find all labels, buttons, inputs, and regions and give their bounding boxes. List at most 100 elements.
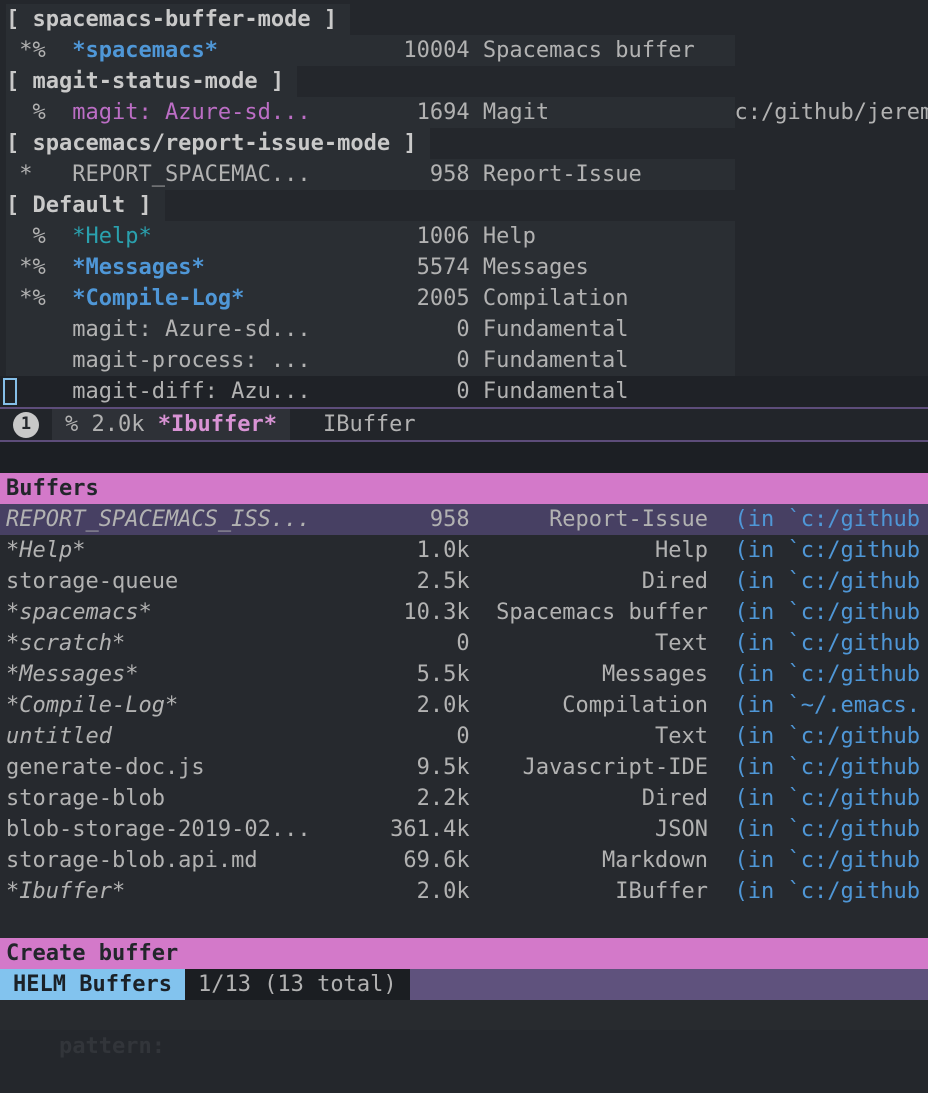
ibuffer-row[interactable]: *% *Messages* 5574 Messages bbox=[0, 252, 928, 283]
ibuffer-window: [ spacemacs-buffer-mode ] *% *spacemacs*… bbox=[0, 0, 928, 407]
ibuffer-group-header-line: [ spacemacs-buffer-mode ] bbox=[0, 4, 928, 35]
buffer-mode: Report-Issue bbox=[482, 162, 735, 187]
helm-buffer-directory: (in `~/.emacs. bbox=[708, 693, 920, 718]
helm-row[interactable]: storage-queue 2.5k Dired (in `c:/github bbox=[0, 566, 928, 597]
helm-buffer-mode: Report-Issue bbox=[469, 507, 709, 532]
buffer-flags: *% bbox=[6, 286, 73, 311]
buffer-flags: *% bbox=[6, 38, 73, 63]
helm-row[interactable]: storage-blob.api.md 69.6k Markdown (in `… bbox=[0, 845, 928, 876]
helm-buffer-name: *scratch* bbox=[6, 631, 311, 656]
helm-row[interactable]: *Help* 1.0k Help (in `c:/github bbox=[0, 535, 928, 566]
ibuffer-group-header-line: [ magit-status-mode ] bbox=[0, 66, 928, 97]
modeline-buffer-segment: % 2.0k *Ibuffer* bbox=[52, 409, 290, 440]
buffer-size: 1006 bbox=[310, 224, 483, 249]
helm-buffer-name: storage-queue bbox=[6, 569, 311, 594]
ibuffer-row[interactable]: magit: Azure-sd... 0 Fundamental bbox=[0, 314, 928, 345]
helm-buffer-directory: (in `c:/github bbox=[708, 786, 920, 811]
buffer-name: *spacemacs* bbox=[72, 38, 311, 63]
buffer-mode: Fundamental bbox=[482, 379, 735, 404]
helm-row[interactable]: generate-doc.js 9.5k Javascript-IDE (in … bbox=[0, 752, 928, 783]
ibuffer-row[interactable]: % *Help* 1006 Help bbox=[0, 221, 928, 252]
buffer-mode: Magit bbox=[482, 100, 735, 125]
ibuffer-row[interactable]: magit-diff: Azu... 0 Fundamental bbox=[0, 376, 928, 407]
ibuffer-row[interactable]: % magit: Azure-sd... 1694 Magit c:/githu… bbox=[0, 97, 928, 128]
ibuffer-row[interactable]: *% *Compile-Log* 2005 Compilation bbox=[0, 283, 928, 314]
buffer-size: 0 bbox=[310, 348, 483, 373]
helm-row[interactable]: *scratch* 0 Text (in `c:/github bbox=[0, 628, 928, 659]
helm-buffer-size: 2.2k bbox=[310, 786, 470, 811]
helm-modeline-counter: 1/13 (13 total) bbox=[184, 969, 410, 1000]
ibuffer-row[interactable]: magit-process: ... 0 Fundamental bbox=[0, 345, 928, 376]
buffer-name: magit: Azure-sd... bbox=[72, 100, 311, 125]
ibuffer-group-header[interactable]: [ spacemacs-buffer-mode ] bbox=[6, 4, 351, 35]
buffer-size: 0 bbox=[310, 317, 483, 342]
helm-row[interactable]: *spacemacs* 10.3k Spacemacs buffer (in `… bbox=[0, 597, 928, 628]
helm-buffer-mode: Help bbox=[469, 538, 709, 563]
buffer-size: 958 bbox=[310, 162, 483, 187]
helm-modeline-fill bbox=[409, 969, 928, 1000]
helm-buffer-mode: IBuffer bbox=[469, 879, 709, 904]
ibuffer-row-columns: *% *Messages* 5574 Messages bbox=[6, 252, 735, 283]
helm-buffer-size: 2.0k bbox=[310, 879, 470, 904]
ibuffer-row-columns: *% *spacemacs* 10004 Spacemacs buffer bbox=[6, 35, 735, 66]
ibuffer-row-columns: magit: Azure-sd... 0 Fundamental bbox=[6, 314, 735, 345]
ibuffer-group-header[interactable]: [ spacemacs/report-issue-mode ] bbox=[6, 128, 430, 159]
helm-modeline: HELM Buffers 1/13 (13 total) bbox=[0, 969, 928, 1000]
buffer-mode: Help bbox=[482, 224, 735, 249]
buffer-name: magit: Azure-sd... bbox=[72, 317, 311, 342]
helm-row[interactable]: *Ibuffer* 2.0k IBuffer (in `c:/github bbox=[0, 876, 928, 907]
helm-source-header-buffers: Buffers bbox=[0, 473, 928, 504]
ibuffer-row[interactable]: * REPORT_SPACEMAC... 958 Report-Issue bbox=[0, 159, 928, 190]
helm-buffer-size: 1.0k bbox=[310, 538, 470, 563]
ibuffer-group-header-line: [ spacemacs/report-issue-mode ] bbox=[0, 128, 928, 159]
hollow-cursor bbox=[3, 378, 17, 405]
helm-row[interactable]: *Messages* 5.5k Messages (in `c:/github bbox=[0, 659, 928, 690]
ibuffer-group-header[interactable]: [ Default ] bbox=[6, 190, 165, 221]
helm-buffer-size: 10.3k bbox=[310, 600, 470, 625]
helm-row[interactable]: untitled 0 Text (in `c:/github bbox=[0, 721, 928, 752]
helm-buffer-directory: (in `c:/github bbox=[708, 600, 920, 625]
buffer-name: *Help* bbox=[72, 224, 311, 249]
buffer-flags bbox=[6, 317, 72, 342]
helm-buffer-directory: (in `c:/github bbox=[708, 538, 920, 563]
helm-row[interactable]: REPORT_SPACEMACS_ISS... 958 Report-Issue… bbox=[0, 504, 928, 535]
helm-buffer-directory: (in `c:/github bbox=[708, 662, 920, 687]
echo-area: pattern: bbox=[0, 1000, 928, 1059]
window-number-badge: 1 bbox=[13, 411, 39, 438]
helm-buffer-name: storage-blob.api.md bbox=[6, 848, 311, 873]
helm-buffer-mode: JSON bbox=[469, 817, 709, 842]
echo-ghost-text: pattern: bbox=[58, 1034, 165, 1059]
buffer-flags: *% bbox=[6, 255, 73, 280]
helm-source-header-create-buffer[interactable]: Create buffer bbox=[0, 938, 928, 969]
helm-modeline-source-name: HELM Buffers bbox=[0, 969, 185, 1000]
helm-row[interactable]: blob-storage-2019-02... 361.4k JSON (in … bbox=[0, 814, 928, 845]
helm-buffer-name: untitled bbox=[6, 724, 311, 749]
ibuffer-group-header[interactable]: [ magit-status-mode ] bbox=[6, 66, 298, 97]
buffer-flags: % bbox=[6, 100, 73, 125]
helm-buffer-name: *Compile-Log* bbox=[6, 693, 311, 718]
buffer-name: *Messages* bbox=[72, 255, 311, 280]
ibuffer-row-columns: magit-process: ... 0 Fundamental bbox=[6, 345, 735, 376]
helm-buffer-name: *spacemacs* bbox=[6, 600, 311, 625]
modeline-buffer-name: *Ibuffer* bbox=[157, 412, 277, 437]
helm-row[interactable]: *Compile-Log* 2.0k Compilation (in `~/.e… bbox=[0, 690, 928, 721]
ibuffer-modeline: 1 % 2.0k *Ibuffer* IBuffer bbox=[0, 407, 928, 442]
helm-buffer-name: *Messages* bbox=[6, 662, 311, 687]
buffer-mode: Fundamental bbox=[482, 317, 735, 342]
helm-row[interactable]: storage-blob 2.2k Dired (in `c:/github bbox=[0, 783, 928, 814]
helm-buffer-mode: Messages bbox=[469, 662, 709, 687]
ibuffer-row-columns: magit-diff: Azu... 0 Fundamental bbox=[6, 376, 735, 407]
buffer-flags bbox=[6, 348, 72, 373]
helm-buffer-name: *Ibuffer* bbox=[6, 879, 311, 904]
helm-buffer-directory: (in `c:/github bbox=[708, 879, 920, 904]
buffer-size: 1694 bbox=[310, 100, 483, 125]
helm-prompt-line[interactable]: pattern: bbox=[0, 442, 928, 501]
ibuffer-row-columns: * REPORT_SPACEMAC... 958 Report-Issue bbox=[6, 159, 735, 190]
buffer-name: magit-diff: Azu... bbox=[72, 379, 311, 404]
buffer-mode: Fundamental bbox=[482, 348, 735, 373]
ibuffer-row[interactable]: *% *spacemacs* 10004 Spacemacs buffer bbox=[0, 35, 928, 66]
modeline-major-mode: IBuffer bbox=[322, 412, 416, 437]
buffer-name: REPORT_SPACEMAC... bbox=[72, 162, 311, 187]
helm-buffer-size: 2.0k bbox=[310, 693, 470, 718]
buffer-flags: * bbox=[6, 162, 73, 187]
